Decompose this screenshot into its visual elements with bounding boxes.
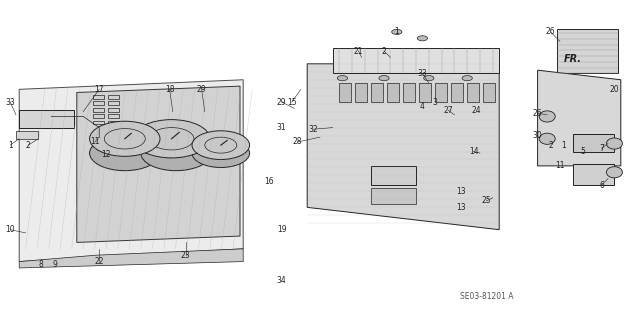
FancyBboxPatch shape xyxy=(435,83,447,102)
Circle shape xyxy=(337,76,348,81)
FancyBboxPatch shape xyxy=(451,83,463,102)
Text: 15: 15 xyxy=(287,98,297,107)
Circle shape xyxy=(392,29,402,34)
Text: 18: 18 xyxy=(165,85,174,94)
Text: 5: 5 xyxy=(580,147,585,156)
Polygon shape xyxy=(19,249,243,268)
Text: 6: 6 xyxy=(599,181,604,189)
Text: 8: 8 xyxy=(38,260,44,269)
Circle shape xyxy=(417,36,428,41)
Circle shape xyxy=(192,139,250,167)
Text: 10: 10 xyxy=(5,225,15,234)
FancyBboxPatch shape xyxy=(483,83,495,102)
Circle shape xyxy=(424,76,434,81)
FancyBboxPatch shape xyxy=(419,83,431,102)
Text: 33: 33 xyxy=(5,98,15,107)
Text: 17: 17 xyxy=(94,85,104,94)
FancyBboxPatch shape xyxy=(557,29,618,73)
Circle shape xyxy=(462,76,472,81)
Text: 19: 19 xyxy=(276,225,287,234)
Polygon shape xyxy=(307,64,499,230)
Circle shape xyxy=(90,121,160,156)
Text: 29: 29 xyxy=(196,85,207,94)
Text: 26: 26 xyxy=(545,27,556,36)
Text: 30: 30 xyxy=(532,131,543,140)
Polygon shape xyxy=(333,48,499,73)
Text: 11: 11 xyxy=(90,137,99,146)
Circle shape xyxy=(141,136,211,171)
Text: 33: 33 xyxy=(417,69,428,78)
Polygon shape xyxy=(19,80,243,262)
FancyBboxPatch shape xyxy=(387,83,399,102)
Text: 1: 1 xyxy=(8,141,13,150)
Ellipse shape xyxy=(607,138,623,149)
Text: 1: 1 xyxy=(561,141,566,150)
Ellipse shape xyxy=(607,167,623,178)
Text: 2: 2 xyxy=(26,141,31,150)
Text: 1: 1 xyxy=(394,27,399,36)
Text: 29: 29 xyxy=(276,98,287,107)
Text: 3: 3 xyxy=(433,98,438,107)
Text: 13: 13 xyxy=(456,187,466,196)
Circle shape xyxy=(192,131,250,160)
FancyBboxPatch shape xyxy=(16,131,38,139)
Text: 9: 9 xyxy=(52,260,58,269)
Text: 7: 7 xyxy=(599,144,604,153)
Ellipse shape xyxy=(540,111,556,122)
Circle shape xyxy=(379,76,389,81)
Text: 2: 2 xyxy=(381,47,387,56)
Text: 32: 32 xyxy=(308,125,319,134)
Polygon shape xyxy=(538,70,621,166)
Text: 28: 28 xyxy=(293,137,302,146)
Text: 31: 31 xyxy=(276,123,287,132)
Ellipse shape xyxy=(540,133,556,145)
Text: 20: 20 xyxy=(609,85,620,94)
Text: 21: 21 xyxy=(354,47,363,56)
FancyBboxPatch shape xyxy=(573,134,614,152)
Polygon shape xyxy=(77,86,240,242)
Text: 26: 26 xyxy=(532,109,543,118)
Text: 2: 2 xyxy=(548,141,553,150)
Text: 27: 27 xyxy=(443,106,453,115)
FancyBboxPatch shape xyxy=(467,83,479,102)
FancyBboxPatch shape xyxy=(355,83,367,102)
Text: 25: 25 xyxy=(481,197,492,205)
Text: 16: 16 xyxy=(264,177,274,186)
Text: 22: 22 xyxy=(95,257,104,266)
FancyBboxPatch shape xyxy=(371,83,383,102)
Circle shape xyxy=(133,120,210,158)
Text: FR.: FR. xyxy=(564,54,582,64)
Text: 34: 34 xyxy=(276,276,287,285)
Text: 4: 4 xyxy=(420,102,425,111)
Text: 11: 11 xyxy=(556,161,564,170)
FancyBboxPatch shape xyxy=(371,166,416,185)
Text: 12: 12 xyxy=(101,150,110,159)
Text: 23: 23 xyxy=(180,251,191,260)
FancyBboxPatch shape xyxy=(573,164,614,185)
FancyBboxPatch shape xyxy=(403,83,415,102)
FancyBboxPatch shape xyxy=(371,188,416,204)
FancyBboxPatch shape xyxy=(19,110,74,128)
Circle shape xyxy=(90,136,160,171)
Text: 13: 13 xyxy=(456,203,466,212)
Text: 24: 24 xyxy=(472,106,482,115)
Text: 14: 14 xyxy=(468,147,479,156)
Text: SE03-81201 A: SE03-81201 A xyxy=(460,292,513,301)
FancyBboxPatch shape xyxy=(339,83,351,102)
